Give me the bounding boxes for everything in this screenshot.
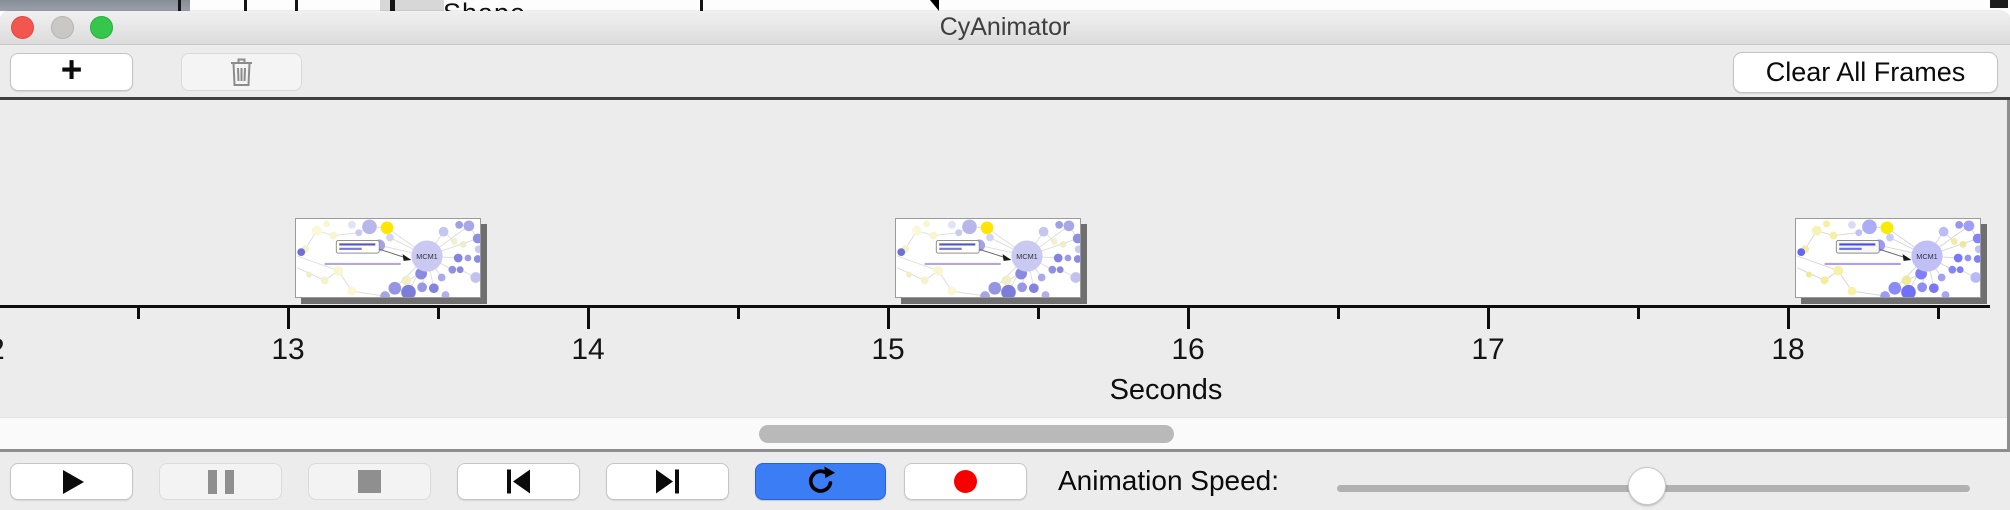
- mcm1-node-label: MCM1: [416, 252, 438, 261]
- background-window-strip: Shape: [0, 0, 2010, 11]
- timeline-scrollbar-thumb[interactable]: [758, 425, 1175, 443]
- major-tick: [1487, 308, 1490, 329]
- minor-tick: [137, 308, 140, 319]
- annotation-text-line: [324, 262, 401, 266]
- frame-toolbar: + Clear All Frames: [0, 45, 2010, 100]
- clear-all-frames-button[interactable]: Clear All Frames: [1733, 52, 1998, 93]
- major-tick: [1187, 308, 1190, 329]
- timeline-frame-thumbnail[interactable]: MCM1: [295, 218, 481, 298]
- window-title: CyAnimator: [939, 13, 1071, 41]
- timeline-pane: MCM1: [0, 100, 2010, 452]
- network-graph-thumbnail: MCM1: [897, 219, 1080, 297]
- network-nodes: [1797, 219, 1980, 297]
- timeline-axis: [0, 305, 1990, 308]
- annotation-text-line: [924, 262, 1001, 266]
- annotation-text-line: [1824, 262, 1901, 266]
- background-segment: [380, 0, 444, 11]
- cyanimator-window: CyAnimator + Cl: [0, 11, 2010, 510]
- tick-label: 18: [1771, 333, 1805, 366]
- add-frame-button[interactable]: +: [10, 49, 133, 91]
- zoom-window-button[interactable]: [90, 16, 113, 39]
- major-tick: [287, 308, 290, 329]
- minor-tick: [1037, 308, 1040, 319]
- record-icon: [954, 470, 977, 493]
- play-button[interactable]: [10, 463, 133, 500]
- minor-tick: [737, 308, 740, 319]
- mcm1-node-label: MCM1: [1016, 252, 1038, 261]
- minor-tick: [1637, 308, 1640, 319]
- tick-label: 13: [271, 333, 305, 366]
- pause-icon: [207, 469, 234, 494]
- loop-icon: [808, 466, 836, 493]
- tick-label: 14: [571, 333, 605, 366]
- tick-label: 15: [871, 333, 905, 366]
- minimize-window-button[interactable]: [51, 16, 74, 39]
- skip-to-start-icon: [507, 469, 530, 494]
- delete-frame-button[interactable]: [181, 53, 302, 91]
- stop-button[interactable]: [308, 463, 431, 500]
- minor-tick: [1337, 308, 1340, 319]
- minor-tick: [437, 308, 440, 319]
- background-divider: [700, 0, 703, 11]
- tick-label: 17: [1471, 333, 1505, 366]
- mcm1-node: [1011, 240, 1043, 272]
- title-bar[interactable]: CyAnimator: [0, 11, 2010, 45]
- network-nodes: [297, 219, 480, 297]
- plus-icon: +: [60, 49, 83, 90]
- timeline-scrollbar-track[interactable]: [0, 417, 2007, 449]
- background-shape: [930, 0, 939, 11]
- major-tick: [887, 308, 890, 329]
- record-button[interactable]: [904, 463, 1027, 500]
- mcm1-node: [1911, 240, 1943, 272]
- background-divider: [178, 0, 181, 11]
- tick-label: 16: [1171, 333, 1205, 366]
- loop-button[interactable]: [755, 463, 886, 500]
- skip-to-end-button[interactable]: [606, 463, 729, 500]
- trash-icon: [231, 58, 252, 86]
- timeline-frame-thumbnail[interactable]: MCM1: [1795, 218, 1981, 298]
- animation-speed-label: Animation Speed:: [1058, 465, 1280, 496]
- playback-controls: Animation Speed:: [0, 452, 2010, 510]
- speed-slider-thumb[interactable]: [1628, 467, 1667, 505]
- major-tick: [587, 308, 590, 329]
- close-window-button[interactable]: [11, 16, 34, 39]
- network-graph-thumbnail: MCM1: [297, 219, 480, 297]
- stop-icon: [358, 470, 381, 493]
- callout-annotation: [1835, 239, 1912, 261]
- play-icon: [63, 469, 84, 494]
- axis-unit-label: Seconds: [1109, 374, 1223, 406]
- mcm1-node: [411, 240, 443, 272]
- skip-to-start-button[interactable]: [457, 463, 580, 500]
- pause-button[interactable]: [159, 463, 282, 500]
- background-segment: [1990, 0, 2008, 8]
- background-segment: [0, 0, 190, 11]
- network-nodes: [897, 219, 1080, 297]
- network-graph-thumbnail: MCM1: [1797, 219, 1980, 297]
- clear-all-frames-label: Clear All Frames: [1765, 57, 1966, 87]
- tick-label: 12: [0, 333, 28, 367]
- skip-to-end-icon: [656, 469, 679, 494]
- callout-annotation: [335, 239, 412, 261]
- mcm1-node-label: MCM1: [1916, 252, 1938, 261]
- background-partial-text: Shape: [443, 0, 526, 11]
- background-divider: [295, 0, 298, 11]
- background-divider: [244, 0, 247, 11]
- callout-annotation: [935, 239, 1012, 261]
- minor-tick: [1937, 308, 1940, 319]
- background-divider: [390, 0, 395, 11]
- major-tick: [1787, 308, 1790, 329]
- timeline-frame-thumbnail[interactable]: MCM1: [895, 218, 1081, 298]
